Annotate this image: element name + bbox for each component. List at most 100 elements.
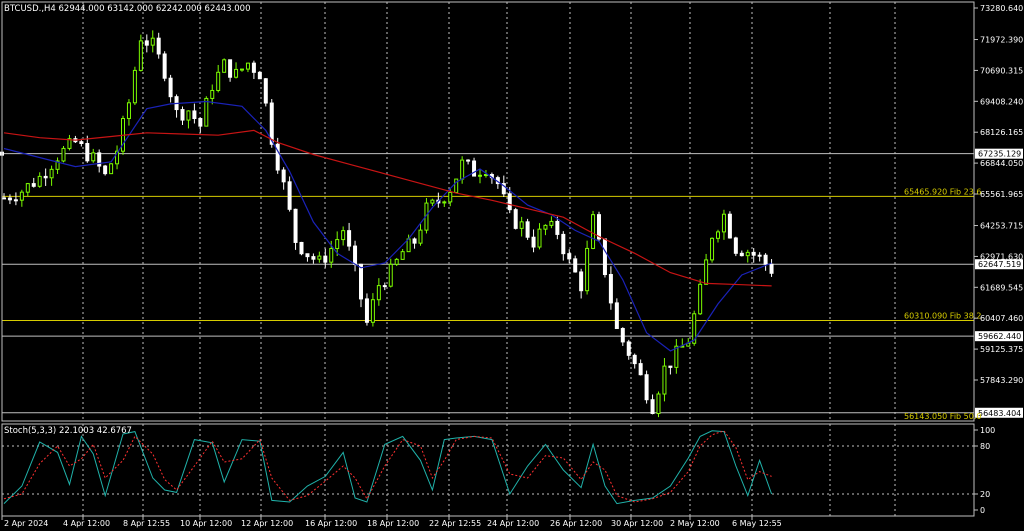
candle-body (727, 213, 732, 239)
candle-body (263, 78, 268, 104)
candle-body (656, 393, 661, 415)
price-line-tag-bg (975, 331, 1023, 342)
y-tick-label: 65561.965 (980, 190, 1023, 199)
candle-body (430, 199, 435, 204)
candle-body (37, 175, 42, 187)
candle-body (353, 245, 358, 265)
candle-body (519, 221, 524, 229)
candle-body (591, 214, 596, 249)
y-tick-label: 71972.390 (980, 36, 1023, 45)
candle-body (335, 239, 340, 250)
candle-body (579, 271, 584, 292)
candle-body (400, 251, 405, 260)
candle-body (132, 69, 137, 104)
candle-body (150, 37, 155, 46)
candle-body (769, 263, 774, 274)
candle-body (222, 59, 227, 73)
candle-body (513, 209, 518, 229)
candle-body (507, 193, 512, 211)
candle-body (751, 251, 756, 256)
candle-body (531, 236, 536, 248)
candle-body (525, 221, 530, 238)
price-line-tag: 62647.519 (978, 260, 1021, 269)
candle-body (537, 228, 542, 248)
candle-body (376, 285, 381, 301)
candle-body (305, 253, 310, 258)
candle-body (573, 258, 578, 273)
candle-body (341, 230, 346, 241)
fib-label: 56143.050 Fib 50.0 (904, 412, 981, 421)
x-tick-label: 30 Apr 12:00 (611, 519, 663, 528)
price-line-tag: 67235.129 (978, 150, 1021, 159)
candle-body (204, 97, 209, 127)
candle-body (323, 255, 328, 263)
x-tick-label: 8 Apr 12:55 (123, 519, 170, 528)
y-tick-label: 73280.640 (980, 4, 1023, 13)
candle-body (763, 254, 768, 265)
fib-label: 60310.090 Fib 38.2 (904, 312, 981, 321)
candle-body (739, 252, 744, 257)
y-tick-label: 60407.460 (980, 314, 1023, 323)
x-tick-label: 12 Apr 12:00 (241, 519, 293, 528)
candle-body (67, 138, 72, 149)
candle-body (317, 255, 322, 260)
candle-body (251, 62, 256, 73)
price-line-tag-bg (975, 407, 1023, 418)
y-tick-label: 59125.375 (980, 345, 1023, 354)
price-line-tag-bg (975, 148, 1023, 159)
price-line-tag: 56483.404 (978, 409, 1021, 418)
candle-body (620, 328, 625, 343)
candle-body (442, 201, 447, 204)
x-tick-label: 22 Apr 12:55 (429, 519, 481, 528)
candle-body (644, 374, 649, 401)
symbol-header: BTCUSD.,H4 62944.000 63142.000 62242.000… (4, 4, 251, 14)
candle-body (55, 160, 60, 170)
price-line-tag-bg (975, 259, 1023, 270)
y-tick-label: 57843.290 (980, 376, 1023, 385)
y-tick-label: 61689.545 (980, 283, 1023, 292)
y-tick-label: 68126.165 (980, 128, 1023, 137)
y-tick-label: 66844.050 (980, 159, 1023, 168)
candle-body (567, 253, 572, 260)
stoch-y-tick-label: 80 (980, 442, 990, 451)
candle-body (466, 159, 471, 162)
y-tick-label: 69408.240 (980, 97, 1023, 106)
candle-body (25, 183, 30, 193)
candle-body (716, 231, 720, 239)
candle-body (245, 62, 250, 70)
candle-body (103, 165, 108, 175)
candle-body (293, 208, 298, 243)
x-tick-label: 4 Apr 12:00 (63, 519, 110, 528)
y-tick-label: 62971.630 (980, 252, 1023, 261)
candle-body (745, 251, 750, 257)
candle-body (126, 102, 131, 120)
candle-body (85, 142, 90, 162)
candle-body (585, 247, 590, 292)
fast-moving-average (3, 100, 772, 352)
candle-body (662, 365, 667, 395)
grid-layer (82, 2, 896, 516)
candle-body (733, 237, 738, 254)
candle-body (561, 233, 566, 255)
candle-body (650, 399, 655, 415)
candle-body (61, 147, 66, 162)
candle-body (162, 53, 167, 79)
x-tick-label: 10 Apr 12:00 (180, 519, 232, 528)
candle-body (757, 254, 762, 257)
candle-body (359, 263, 363, 300)
stoch-y-tick-label: 0 (980, 506, 985, 515)
y-tick-label: 70690.315 (980, 66, 1023, 75)
candle-body (614, 302, 619, 330)
candle-body (632, 354, 637, 365)
x-tick-label: 6 May 12:55 (732, 519, 782, 528)
x-tick-label: 24 Apr 12:00 (487, 519, 539, 528)
candle-body (43, 175, 48, 179)
candle-body (692, 313, 697, 344)
candle-body (287, 181, 292, 210)
candle-body (472, 160, 477, 177)
candle-body (192, 110, 197, 120)
candle-body (281, 169, 286, 183)
candle-body (97, 152, 102, 167)
